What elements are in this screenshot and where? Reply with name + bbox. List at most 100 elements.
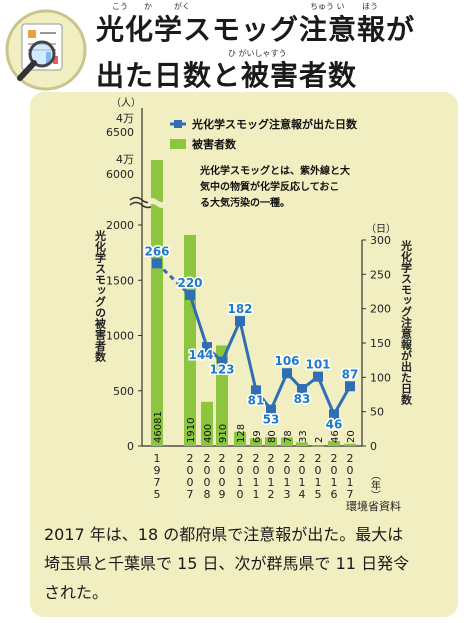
line-point-2012 [266, 404, 276, 415]
line-series [188, 294, 352, 418]
x-tick-label-2016: 1 [331, 476, 338, 489]
title-line1: 光化学スモッグ注意報が [96, 13, 416, 46]
x-tick-label-2007: 7 [187, 488, 194, 501]
bar-2009 [216, 345, 228, 446]
x-tick-label-2010: 0 [237, 488, 244, 501]
y-left-tick-label: 2000 [106, 219, 134, 232]
y-right-tick-label: 300 [370, 234, 391, 247]
y-right-tick-label: 250 [370, 268, 391, 281]
line-label-2014: 83 [294, 392, 311, 406]
x-tick-label-2016: 6 [331, 488, 338, 501]
x-tick-label-2008: 0 [204, 476, 211, 489]
line-label-2015: 101 [305, 358, 330, 372]
line-label-2009: 123 [209, 363, 234, 377]
ruby-kou: こう [112, 2, 128, 11]
bar-2012 [265, 437, 277, 446]
note-line: る大気汚染の一種。 [200, 196, 290, 209]
x-tick-label-2017: 2 [347, 452, 354, 465]
line-point-2009 [217, 356, 227, 367]
x-tick-label-2016: 0 [331, 464, 338, 477]
line-label-2007: 220 [177, 276, 202, 290]
ruby-higaisha: ひ がいしゃすう [228, 49, 287, 58]
y-left-tick-label: 6000 [106, 168, 134, 181]
caption-line2: 埼玉県と千葉県で 15 日、次が群馬県で 11 日発令 [44, 554, 410, 573]
line-label-2016: 46 [326, 417, 343, 431]
x-tick-label-2017: 0 [347, 464, 354, 477]
line-label-2011: 81 [248, 393, 265, 407]
bar-label-2010: 128 [236, 424, 247, 443]
y-right-tick-label: 50 [370, 406, 384, 419]
x-tick-label-2013: 2 [284, 452, 291, 465]
bar-label-2016: 46 [330, 430, 341, 443]
y-left-tick-label: 0 [127, 440, 134, 453]
ruby-gaku: がく [174, 2, 190, 11]
bar-label-2007: 1910 [186, 418, 197, 443]
bar-2015 [312, 445, 324, 447]
x-tick-label-2013: 1 [284, 476, 291, 489]
bar-2014 [296, 442, 308, 446]
y-left-tick-label: 4万 [116, 153, 134, 166]
y-left-tick-label: 1500 [106, 274, 134, 287]
x-tick-label-2017: 1 [347, 476, 354, 489]
x-tick-label-2007: 0 [187, 476, 194, 489]
x-tick-label-2012: 2 [268, 452, 275, 465]
line-point-2011 [251, 385, 261, 396]
legend-bar-label: 被害者数 [192, 137, 237, 151]
x-tick-label-2012: 2 [268, 488, 275, 501]
y-left-unit: （人） [111, 97, 141, 109]
bar-1975 [151, 160, 163, 446]
x-tick-label-2008: 2 [204, 452, 211, 465]
x-tick-label-1975: 9 [154, 464, 161, 477]
bar-2007 [184, 234, 196, 446]
x-tick-label-1975: 7 [154, 476, 161, 489]
line-label-2008: 144 [188, 348, 213, 362]
x-tick-label-2010: 2 [237, 452, 244, 465]
x-tick-label-2011: 0 [253, 464, 260, 477]
y-left-tick-label: 6500 [106, 126, 134, 139]
line-label-1975: 266 [144, 244, 169, 258]
x-tick-label-2007: 2 [187, 452, 194, 465]
ruby-hou: ほう [362, 2, 378, 11]
x-tick-label-2016: 2 [331, 452, 338, 465]
x-tick-label-2011: 2 [253, 452, 260, 465]
line-point-2007 [185, 289, 195, 300]
bar-label-2015: 2 [314, 437, 325, 443]
line-label-2012: 53 [263, 413, 280, 427]
x-tick-label-2009: 0 [219, 464, 226, 477]
line-point-2010 [235, 316, 245, 327]
y-left-axis-label: 光化学スモッグの被害者数 [94, 229, 108, 363]
x-tick-label-2012: 0 [268, 464, 275, 477]
legend-line-label: 光化学スモッグ注意報が出た日数 [191, 117, 358, 131]
x-tick-label-2011: 1 [253, 488, 260, 501]
bar-2008 [201, 401, 213, 446]
x-tick-label-2015: 2 [315, 452, 322, 465]
line-dashed-segment [155, 262, 192, 297]
x-tick-label-2008: 0 [204, 464, 211, 477]
magnifier-icon [5, 9, 87, 91]
x-tick-label-2010: 0 [237, 464, 244, 477]
x-tick-label-1975: 5 [154, 488, 161, 501]
y-right-unit: （日） [366, 223, 396, 235]
bar-label-2011: 69 [252, 430, 263, 443]
x-tick-label-2009: 2 [219, 452, 226, 465]
x-tick-label-2014: 2 [299, 452, 306, 465]
x-unit: （年） [369, 470, 381, 500]
legend-line-marker [174, 120, 182, 128]
x-tick-label-2015: 0 [315, 464, 322, 477]
bar-label-1975: 46081 [153, 411, 164, 443]
x-tick-label-2009: 9 [219, 488, 226, 501]
y-right-tick-label: 200 [370, 303, 391, 316]
y-left-tick-label: 4万 [116, 112, 134, 125]
x-tick-label-2015: 1 [315, 476, 322, 489]
line-point-2017 [345, 381, 355, 392]
bar-label-2017: 20 [346, 430, 357, 443]
bar-2013 [281, 437, 293, 446]
legend-bar-swatch [170, 139, 186, 149]
x-tick-label-2012: 1 [268, 476, 275, 489]
bar-2017 [344, 443, 356, 446]
bar-label-2014: 33 [298, 430, 309, 443]
x-tick-label-1975: 1 [154, 452, 161, 465]
caption: 2017 年は、18 の都府県で注意報が出た。最大は 埼玉県と千葉県で 15 日… [44, 520, 444, 607]
x-tick-label-2010: 1 [237, 476, 244, 489]
caption-line3: された。 [44, 583, 109, 602]
